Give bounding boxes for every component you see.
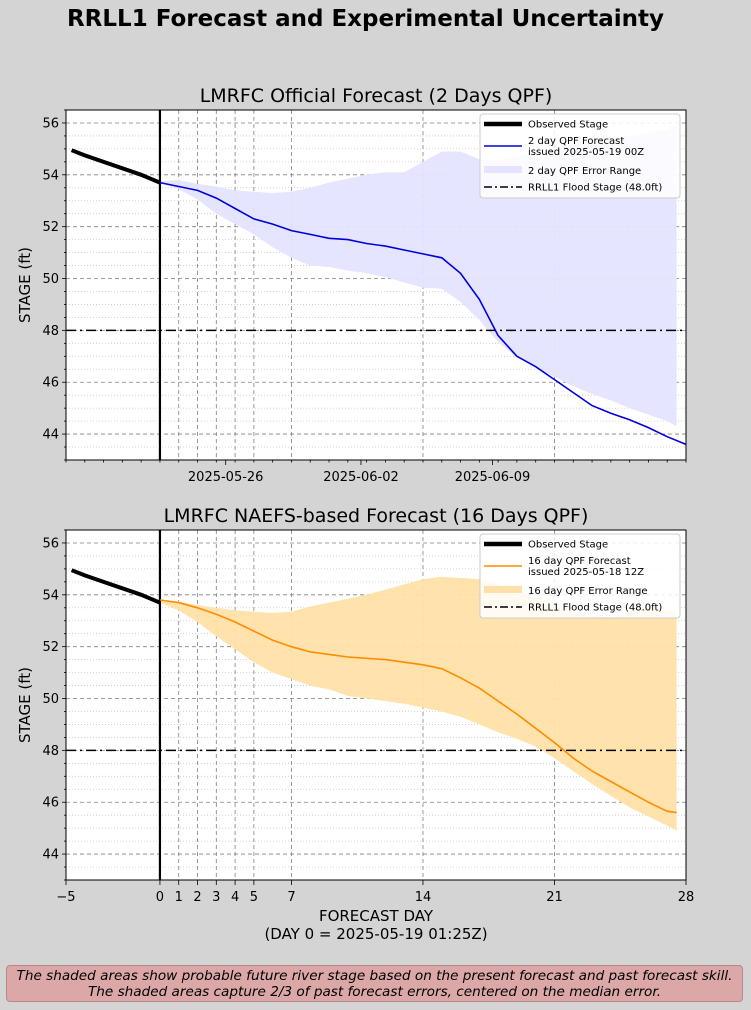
y-tick-label: 52 [42, 640, 59, 655]
legend-label-flood-stage: RRLL1 Flood Stage (48.0ft) [528, 603, 662, 614]
y-tick-label: 46 [42, 376, 59, 391]
legend-swatch-error-range [484, 166, 522, 173]
legend-label-forecast-issued: issued 2025-05-18 12Z [528, 567, 644, 578]
y-tick-label: 48 [42, 324, 59, 339]
footnote-box: The shaded areas show probable future ri… [6, 965, 743, 1002]
y-axis-label: STAGE (ft) [16, 667, 34, 743]
x-tick-label: 7 [287, 890, 295, 905]
legend-swatch-error-range [484, 586, 522, 593]
observed-line [70, 148, 161, 185]
y-tick-label: 44 [42, 428, 59, 443]
legend-label-error-range: 2 day QPF Error Range [528, 166, 641, 177]
legend-box [479, 113, 681, 199]
error-range-band [159, 576, 677, 831]
footnote-line-1: The shaded areas show probable future ri… [16, 968, 733, 984]
legend-box [479, 533, 681, 619]
x-tick-label: 2025-06-02 [323, 470, 399, 485]
legend: Observed Stage 16 day QPF Forecastissued … [479, 533, 681, 619]
y-tick-label: 48 [42, 744, 59, 759]
x-axis-sublabel: (DAY 0 = 2025-05-19 01:25Z) [264, 925, 487, 943]
footnote-line-2: The shaded areas capture 2/3 of past for… [87, 984, 662, 1000]
legend-label-flood-stage: RRLL1 Flood Stage (48.0ft) [528, 183, 662, 194]
x-tick-label: 14 [415, 890, 432, 905]
x-tick-label: 5 [250, 890, 258, 905]
x-tick-label: 2025-05-26 [188, 470, 264, 485]
forecast-line [159, 181, 687, 446]
y-tick-label: 56 [42, 116, 59, 131]
x-tick-label: 1 [175, 890, 183, 905]
legend-label-observed: Observed Stage [528, 540, 608, 551]
y-tick-label: 50 [42, 272, 59, 287]
x-tick-label: 2 [193, 890, 201, 905]
y-tick-label: 46 [42, 796, 59, 811]
error-range-band [159, 125, 677, 427]
legend-label-forecast: 2 day QPF Forecast [528, 136, 624, 147]
figure-title: RRLL1 Forecast and Experimental Uncertai… [66, 6, 665, 32]
legend-label-observed: Observed Stage [528, 120, 608, 131]
x-tick-label: −5 [56, 890, 75, 905]
legend-label-error-range: 16 day QPF Error Range [528, 586, 648, 597]
legend-label-forecast-issued: issued 2025-05-19 00Z [528, 147, 644, 158]
x-tick-label: 4 [231, 890, 239, 905]
x-tick-label: 0 [156, 890, 164, 905]
y-tick-label: 54 [42, 588, 59, 603]
y-tick-label: 56 [42, 536, 59, 551]
forecast-line [159, 599, 677, 814]
y-tick-label: 50 [42, 692, 59, 707]
x-axis-label: FORECAST DAY [319, 907, 434, 925]
y-axis-label: STAGE (ft) [16, 247, 34, 323]
legend-label-forecast: 16 day QPF Forecast [528, 556, 631, 567]
y-tick-label: 54 [42, 168, 59, 183]
y-tick-label: 52 [42, 220, 59, 235]
chart-title: LMRFC NAEFS-based Forecast (16 Days QPF) [164, 505, 589, 527]
plot-frame [65, 109, 687, 461]
y-tick-label: 44 [42, 848, 59, 863]
plot-frame [65, 529, 687, 881]
x-tick-label: 2025-06-09 [455, 470, 531, 485]
x-tick-label: 28 [678, 890, 695, 905]
chart-title: LMRFC Official Forecast (2 Days QPF) [200, 85, 553, 107]
x-tick-label: 21 [546, 890, 563, 905]
chart-panel-1: 44 46 48 50 52 54 56 STAGE (ft) LMRFC Official F… [16, 85, 687, 485]
x-tick-label: 3 [212, 890, 220, 905]
observed-line [70, 568, 161, 605]
